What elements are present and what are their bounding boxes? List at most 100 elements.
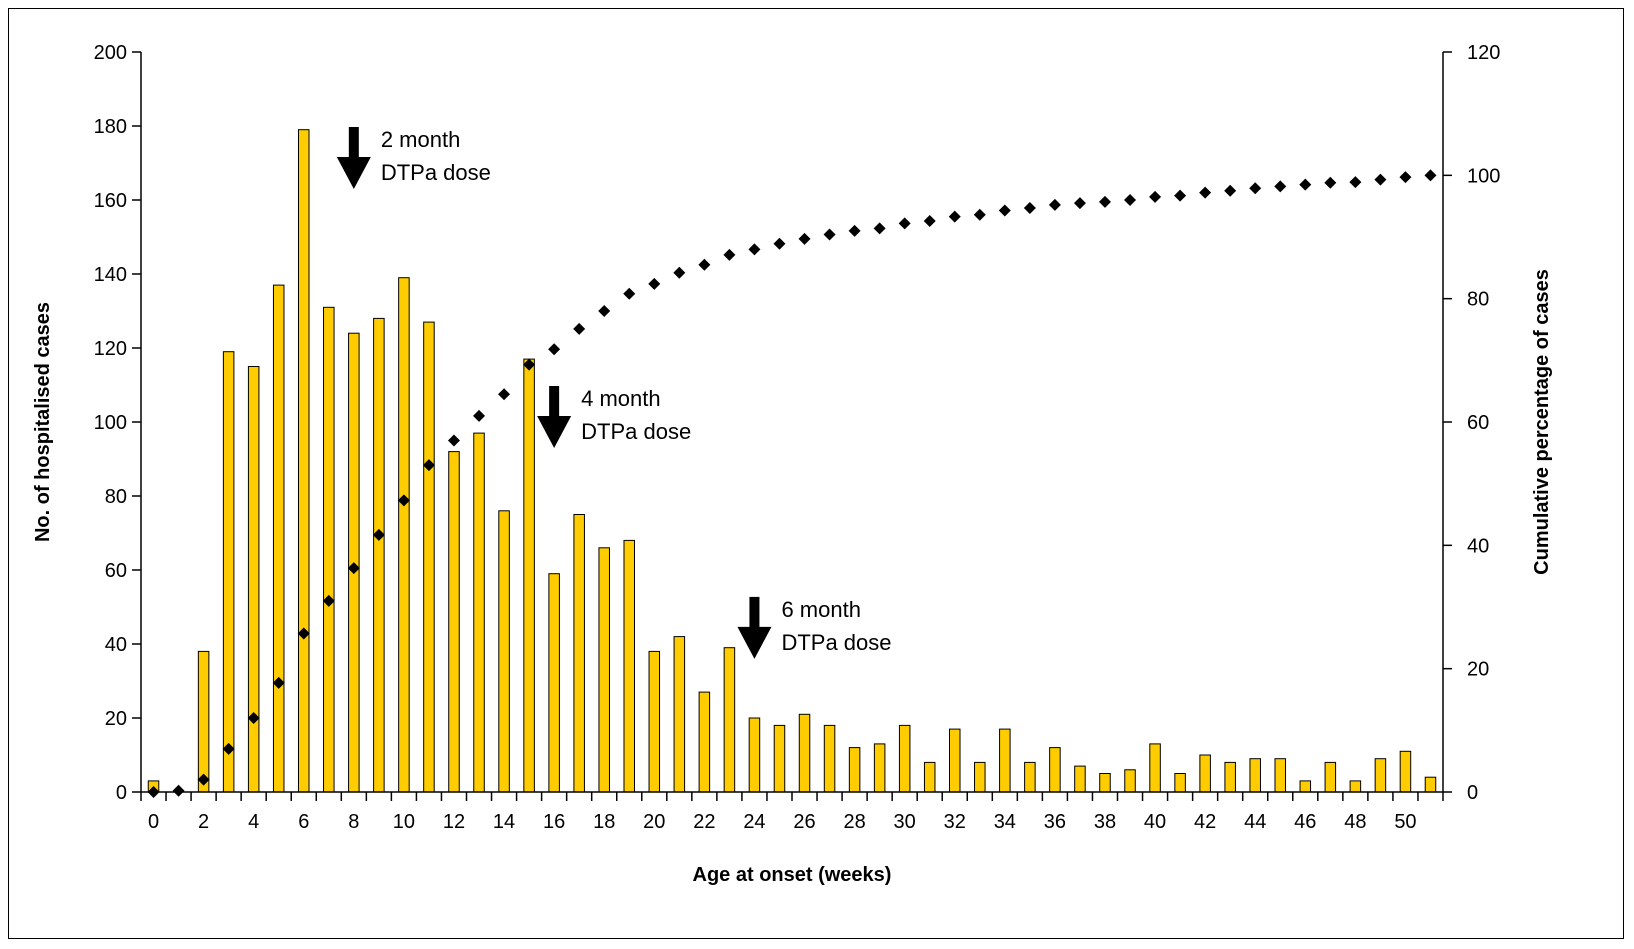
x-tick-label: 42 <box>1194 811 1216 833</box>
bar-week-33 <box>974 761 986 793</box>
y-tick-label: 180 <box>94 116 127 138</box>
x-tick-label: 16 <box>543 811 565 833</box>
bar-week-17 <box>573 514 585 793</box>
cumulative-point-week-10 <box>397 494 410 507</box>
bar-week-44 <box>1249 758 1261 793</box>
bar-week-12 <box>448 451 460 793</box>
y-tick-label: 40 <box>105 634 127 656</box>
x-tick-label: 22 <box>693 811 715 833</box>
cumulative-point-week-26 <box>798 232 811 245</box>
x-tick-label: 44 <box>1244 811 1266 833</box>
bar-week-51 <box>1424 776 1437 793</box>
cumulative-point-week-36 <box>1048 198 1061 211</box>
cumulative-point-week-20 <box>648 277 661 290</box>
cumulative-point-week-35 <box>1023 202 1036 215</box>
dose-arrow-head <box>737 626 772 659</box>
cumulative-point-week-8 <box>347 562 360 575</box>
bar-week-28 <box>848 747 861 793</box>
dose-label-line2: DTPa dose <box>781 630 891 655</box>
x-tick-label: 4 <box>248 811 259 833</box>
bar-week-49 <box>1374 758 1387 793</box>
x-tick-label: 20 <box>643 811 665 833</box>
x-tick-label: 6 <box>298 811 309 833</box>
cumulative-point-week-33 <box>973 208 986 221</box>
bar-week-2 <box>197 650 210 793</box>
y2-tick-label: 40 <box>1467 535 1489 557</box>
cumulative-point-week-7 <box>322 594 335 607</box>
x-tick-label: 14 <box>493 811 515 833</box>
cumulative-point-week-21 <box>673 266 686 279</box>
cumulative-point-week-29 <box>873 222 886 235</box>
bar-week-21 <box>673 636 686 793</box>
x-tick-label: 28 <box>843 811 865 833</box>
bar-week-22 <box>698 691 711 793</box>
x-tick-label: 40 <box>1144 811 1166 833</box>
y-tick-label: 160 <box>94 190 127 212</box>
bar-week-19 <box>623 539 636 793</box>
x-tick-label: 34 <box>994 811 1016 833</box>
cumulative-point-week-25 <box>773 237 786 250</box>
x-tick-label: 18 <box>593 811 615 833</box>
bar-week-18 <box>598 547 610 793</box>
cumulative-point-week-30 <box>898 217 911 230</box>
bar-week-46 <box>1299 780 1312 793</box>
bar-week-3 <box>222 351 235 793</box>
bar-week-10 <box>398 277 410 793</box>
bar-week-25 <box>773 724 786 793</box>
bar-week-27 <box>823 724 836 793</box>
chart-frame: 2 month DTPa dose 4 month DTPa dose 6 month D… <box>8 8 1624 939</box>
dose-arrow-shaft <box>348 127 359 161</box>
cumulative-point-week-51 <box>1424 169 1437 182</box>
cumulative-point-week-6 <box>297 627 310 640</box>
bar-week-29 <box>873 743 886 793</box>
dose-arrow-shaft <box>749 596 760 631</box>
bar-week-9 <box>373 317 385 793</box>
bar-week-5 <box>272 284 285 793</box>
x-axis-title: Age at onset (weeks) <box>693 864 892 886</box>
bar-week-47 <box>1324 761 1337 793</box>
bar-week-45 <box>1274 758 1287 793</box>
cumulative-point-week-28 <box>848 224 861 237</box>
bar-week-24 <box>748 717 761 793</box>
cumulative-point-week-15 <box>523 358 536 371</box>
y-tick-label: 80 <box>105 486 127 508</box>
y-tick-label: 100 <box>94 412 127 434</box>
bar-week-13 <box>473 432 485 793</box>
dose-label-line2: DTPa dose <box>581 419 691 444</box>
cumulative-point-week-4 <box>247 712 260 724</box>
x-tick-label: 50 <box>1394 811 1416 833</box>
dose-arrow-head <box>537 416 572 448</box>
bars-layer <box>147 129 1437 793</box>
bar-week-26 <box>798 713 811 793</box>
bar-week-42 <box>1199 754 1211 793</box>
cumulative-point-week-46 <box>1299 178 1312 191</box>
cumulative-point-week-2 <box>197 773 210 786</box>
cumulative-point-week-5 <box>272 676 285 689</box>
x-tick-label: 24 <box>743 811 765 833</box>
y-tick-label: 140 <box>94 264 127 286</box>
dose-annotation-3: 6 month DTPa dose <box>737 596 892 659</box>
bar-week-15 <box>523 358 535 793</box>
y-tick-label: 60 <box>105 560 127 582</box>
annotations-layer: 2 month DTPa dose 4 month DTPa dose 6 month D… <box>336 127 892 659</box>
x-tick-label: 2 <box>198 811 209 833</box>
cumulative-point-week-39 <box>1124 194 1137 206</box>
dose-label-line1: 6 month <box>781 597 861 622</box>
cumulative-point-week-19 <box>623 287 636 300</box>
bar-week-4 <box>247 366 260 793</box>
bar-week-14 <box>498 510 510 793</box>
bar-week-40 <box>1149 743 1161 793</box>
cumulative-point-week-50 <box>1399 171 1412 184</box>
dose-label-line1: 2 month <box>381 127 461 152</box>
x-tick-label: 26 <box>793 811 815 833</box>
cumulative-point-week-3 <box>222 742 235 755</box>
cumulative-point-week-22 <box>698 258 711 271</box>
x-tick-label: 0 <box>148 811 159 833</box>
cumulative-point-week-11 <box>422 459 435 472</box>
bar-week-31 <box>923 761 936 793</box>
cumulative-point-week-40 <box>1149 190 1162 203</box>
dose-annotation-1: 2 month DTPa dose <box>336 127 491 189</box>
y2-tick-label: 60 <box>1467 412 1489 434</box>
x-tick-label: 10 <box>393 811 415 833</box>
cumulative-point-week-24 <box>748 243 761 256</box>
